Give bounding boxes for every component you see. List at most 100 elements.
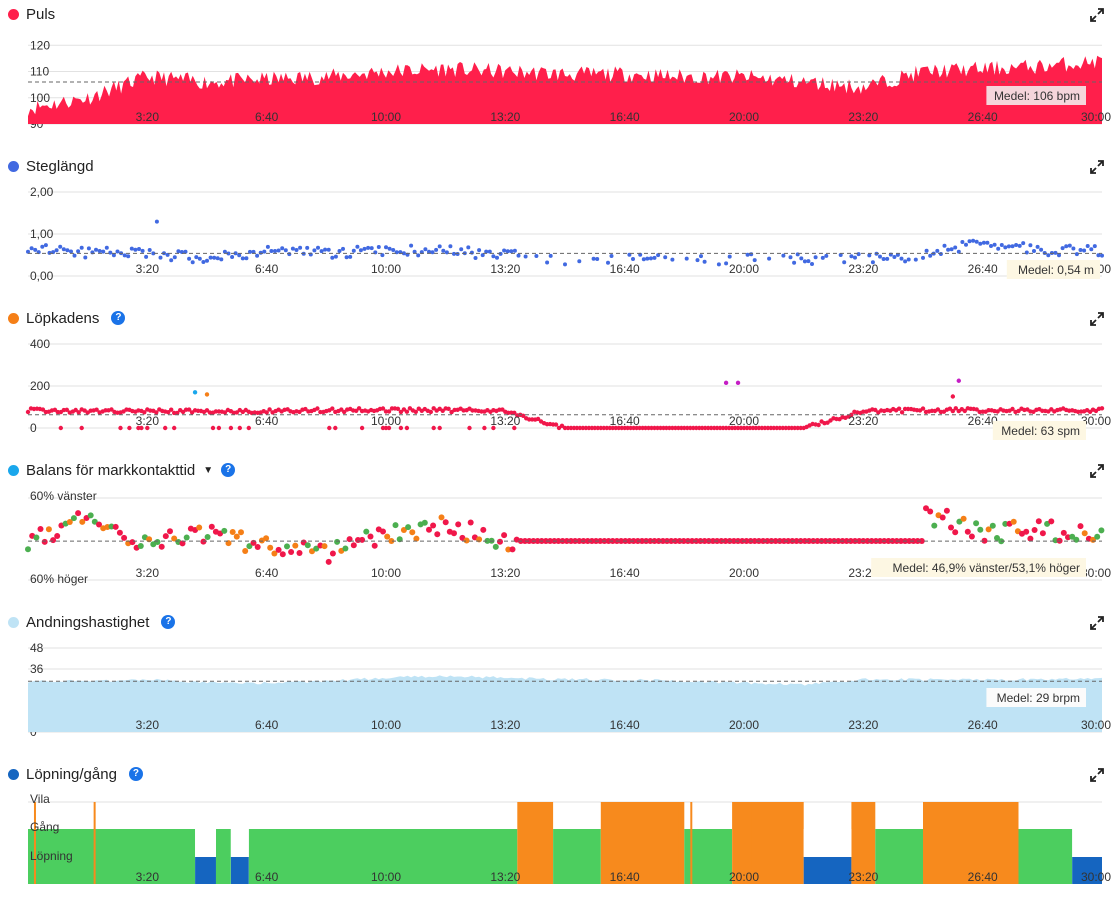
balans-point xyxy=(964,528,971,535)
state-segment xyxy=(1018,829,1073,884)
balans-point xyxy=(296,550,303,556)
kadens-point xyxy=(166,410,171,415)
steg-point xyxy=(201,260,206,264)
steg-point xyxy=(333,254,338,259)
x-tick-label: 6:40 xyxy=(255,414,279,428)
balans-point xyxy=(96,521,102,528)
balans-point xyxy=(284,543,290,550)
kadens-point xyxy=(228,425,234,431)
expand-icon[interactable] xyxy=(1090,160,1104,174)
kadens-point xyxy=(935,407,941,412)
steg-point xyxy=(563,262,567,267)
puls-panel: Puls 120110100903:206:4010:0013:2016:402… xyxy=(0,0,1118,150)
kadens-point xyxy=(482,425,487,431)
steg-point xyxy=(455,252,460,256)
steg-point xyxy=(1010,244,1015,249)
steg-point xyxy=(652,255,657,260)
steg-point xyxy=(974,239,979,244)
balans-panel: Balans för markkontakttid ▼ ? 60% vänste… xyxy=(0,456,1118,606)
help-icon[interactable]: ? xyxy=(161,615,176,629)
steg-point xyxy=(380,253,385,258)
y-tick-label: 60% höger xyxy=(30,572,88,586)
expand-icon[interactable] xyxy=(1090,464,1104,478)
x-tick-label: 13:20 xyxy=(490,870,520,884)
kadens-point xyxy=(431,425,436,431)
kadens-point xyxy=(512,410,517,415)
balans-point xyxy=(989,522,996,529)
steg-point xyxy=(1021,241,1026,246)
kadens-point xyxy=(1010,406,1015,412)
kadens-point xyxy=(404,409,410,414)
steg-point xyxy=(838,253,843,257)
steglangd-panel: Steglängd 2,00 1,00 0,00 3:20 6:40 10:00 13:20… xyxy=(0,152,1118,302)
steg-point xyxy=(194,255,199,260)
steg-point xyxy=(208,255,213,260)
x-tick-label: 6:40 xyxy=(255,110,279,124)
steg-point xyxy=(867,253,872,258)
steg-point xyxy=(276,248,281,253)
andning-title: Andningshastighet ? xyxy=(8,612,176,632)
balans-point xyxy=(162,533,169,540)
steg-point xyxy=(1028,243,1033,248)
help-icon[interactable]: ? xyxy=(128,767,143,781)
steg-point xyxy=(222,249,227,254)
steg-point xyxy=(727,254,732,259)
steg-point xyxy=(387,246,392,251)
puls-dot xyxy=(8,8,19,20)
steg-point xyxy=(376,245,381,249)
balans-point xyxy=(680,538,687,544)
dropdown-icon[interactable]: ▼ xyxy=(203,464,214,476)
steg-point xyxy=(269,249,274,253)
balans-point xyxy=(400,527,407,533)
steg-point xyxy=(1039,247,1044,252)
balans-point xyxy=(33,534,40,541)
x-tick-label: 10:00 xyxy=(371,262,401,276)
steg-point xyxy=(999,243,1004,247)
expand-icon[interactable] xyxy=(1090,768,1104,782)
kadens-point xyxy=(899,410,905,415)
x-tick-label: 26:40 xyxy=(968,414,998,428)
steg-point xyxy=(663,255,668,260)
balans-point xyxy=(563,538,570,544)
steg-point xyxy=(58,244,63,249)
steg-point xyxy=(1100,253,1104,258)
expand-icon[interactable] xyxy=(1090,616,1104,630)
steg-point xyxy=(72,253,77,258)
steg-point xyxy=(842,260,847,265)
help-icon[interactable]: ? xyxy=(111,311,126,325)
average-label: Medel: 46,9% vänster/53,1% höger xyxy=(871,558,1086,577)
average-label-text: Medel: 46,9% vänster/53,1% höger xyxy=(893,561,1080,575)
expand-icon[interactable] xyxy=(1090,8,1104,22)
steg-point xyxy=(337,249,342,253)
x-tick-label: 20:00 xyxy=(729,870,759,884)
state-segment xyxy=(230,857,249,884)
steglangd-title-text: Steglängd xyxy=(26,157,94,175)
kadens-point xyxy=(79,425,84,431)
average-label-box xyxy=(871,558,1086,577)
steg-point xyxy=(344,255,349,260)
expand-icon[interactable] xyxy=(1090,312,1104,326)
steg-point xyxy=(1014,243,1019,247)
x-tick-label: 13:20 xyxy=(490,414,520,428)
kadens-point xyxy=(246,425,251,431)
balans-point xyxy=(384,533,391,540)
balans-point xyxy=(772,538,779,544)
steglangd-chart: 2,00 1,00 0,00 3:20 6:40 10:00 13:20 16:40 20:00… xyxy=(26,185,1111,283)
steg-point xyxy=(140,248,145,253)
kadens-point xyxy=(154,410,159,415)
steg-point xyxy=(985,240,990,245)
steg-point xyxy=(921,255,925,260)
kadens-point xyxy=(535,416,541,422)
balans-point xyxy=(542,538,549,544)
steg-point xyxy=(484,249,489,254)
steg-point xyxy=(964,242,968,247)
balans-point xyxy=(555,538,562,544)
steg-point xyxy=(870,260,875,265)
balans-point xyxy=(371,542,378,549)
balans-point xyxy=(1098,527,1105,534)
steg-point xyxy=(151,251,156,256)
steg-point xyxy=(695,258,700,263)
steg-point xyxy=(996,246,1001,251)
help-icon[interactable]: ? xyxy=(221,463,236,477)
steg-point xyxy=(384,245,388,250)
